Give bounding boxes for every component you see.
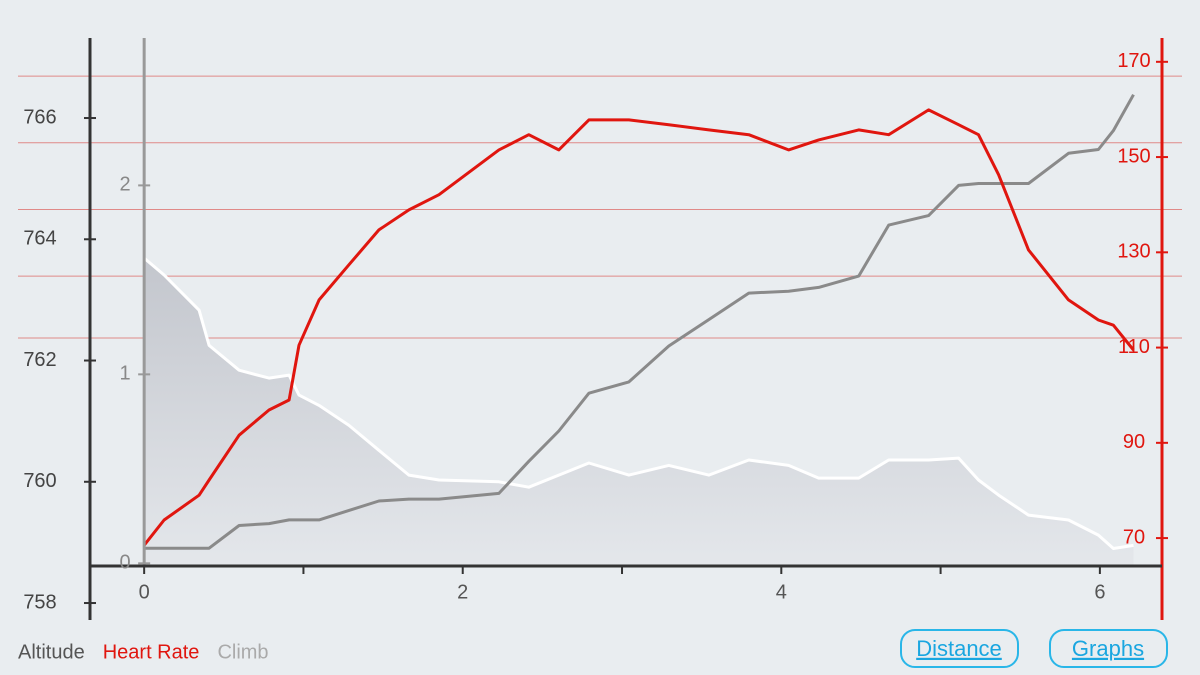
x-tick-label: 6 <box>1094 581 1105 603</box>
y2-tick-label: 170 <box>1117 50 1150 72</box>
y-tick-label: 760 <box>23 470 56 492</box>
distance-button-label[interactable]: Distance <box>916 636 1002 661</box>
y2-tick-label: 90 <box>1123 431 1145 453</box>
y3-tick-label: 2 <box>119 174 130 196</box>
y3-tick-label: 0 <box>119 552 130 574</box>
y-tick-label: 758 <box>23 591 56 613</box>
x-tick-label: 2 <box>457 581 468 603</box>
legend-entry: Heart Rate <box>103 641 200 663</box>
x-tick-label: 4 <box>776 581 787 603</box>
y-tick-label: 762 <box>23 349 56 371</box>
y2-tick-label: 150 <box>1117 145 1150 167</box>
legend-entry: Altitude <box>18 641 85 663</box>
y-tick-label: 764 <box>23 228 56 250</box>
legend-entry: Climb <box>217 641 268 663</box>
line <box>143 108 1135 547</box>
area <box>144 258 1134 566</box>
line <box>144 93 1135 550</box>
x-tick-label: 0 <box>139 581 150 603</box>
y2-tick-label: 110 <box>1118 336 1150 358</box>
graphs-button[interactable] <box>1049 629 1168 668</box>
line <box>143 256 1134 550</box>
y2-tick-label: 70 <box>1123 526 1145 548</box>
y2-tick-label: 130 <box>1117 241 1150 263</box>
distance-button[interactable] <box>900 629 1019 668</box>
buttons: Distance Graphs <box>900 629 1168 668</box>
graphs-button-label[interactable]: Graphs <box>1072 636 1144 661</box>
y3-tick-label: 1 <box>119 363 130 385</box>
y-tick-label: 766 <box>23 106 56 128</box>
